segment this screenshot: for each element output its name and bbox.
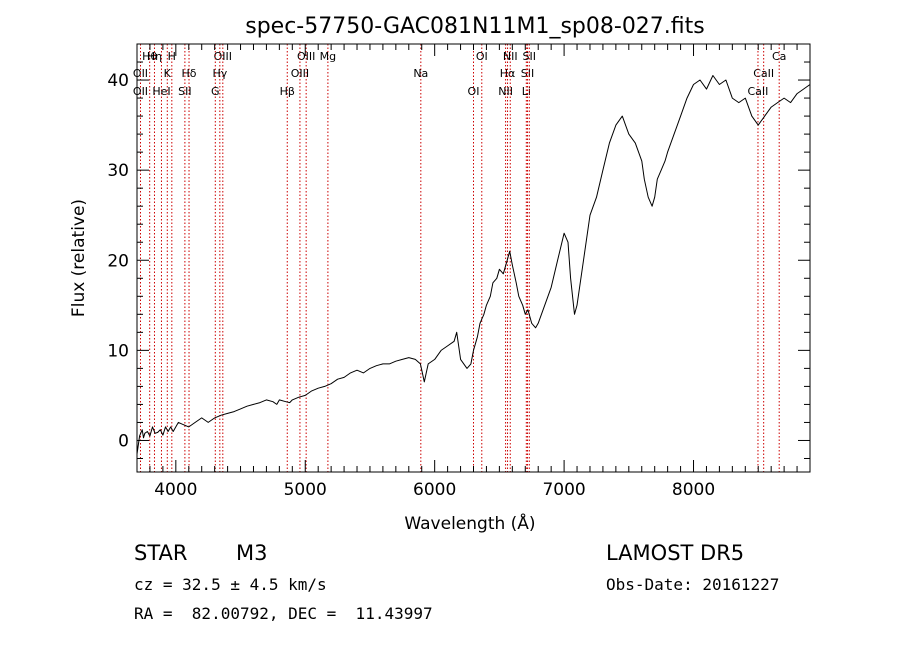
marker-label: HeI xyxy=(152,85,170,98)
marker-label: Hδ xyxy=(182,67,197,80)
axes: 4000 5000 6000 7000 8000 0 10 20 30 40 xyxy=(107,43,811,500)
marker-label: OI xyxy=(468,85,480,98)
marker-label: OIII xyxy=(214,50,232,63)
marker-label: Hγ xyxy=(212,67,227,80)
y-tick-label: 0 xyxy=(118,431,129,451)
y-axis-label: Flux (relative) xyxy=(69,199,89,317)
marker-label: Li xyxy=(522,85,531,98)
marker-label: Hβ xyxy=(280,85,295,98)
subclass-label: M3 xyxy=(236,541,268,565)
marker-label: NII xyxy=(498,85,513,98)
marker-label: NII xyxy=(503,50,518,63)
line-markers: HθOIIOIIHηKHeIHHδSIIOIIIHγGOIIIOIIIHβMgN… xyxy=(133,44,786,472)
x-tick-label: 4000 xyxy=(154,480,197,500)
marker-label: Hη xyxy=(147,50,162,63)
marker-label: Mg xyxy=(320,50,336,63)
marker-label: Na xyxy=(413,67,428,80)
chart-title: spec-57750-GAC081N11M1_sp08-027.fits xyxy=(245,14,705,39)
marker-label: OIII xyxy=(297,50,315,63)
class-label: STAR xyxy=(134,541,188,565)
spectrum-line xyxy=(136,75,811,455)
marker-label: H xyxy=(168,50,176,63)
marker-label: G xyxy=(211,85,220,98)
y-tick-label: 40 xyxy=(107,71,129,91)
x-tick-label: 6000 xyxy=(413,480,456,500)
series-layer xyxy=(136,75,811,455)
marker-label: OI xyxy=(476,50,488,63)
survey-label: LAMOST DR5 xyxy=(606,541,745,565)
x-tick-label: 5000 xyxy=(284,480,327,500)
marker-label: SII xyxy=(521,67,534,80)
marker-label: SII xyxy=(178,85,191,98)
y-tick-label: 20 xyxy=(107,251,129,271)
obs-date-text: Obs-Date: 20161227 xyxy=(606,575,780,594)
marker-label: Hα xyxy=(500,67,516,80)
marker-label: OII xyxy=(133,85,148,98)
coordinates-text: RA = 82.00792, DEC = 11.43997 xyxy=(134,604,433,623)
y-tick-label: 30 xyxy=(107,161,129,181)
y-tick-label: 10 xyxy=(107,341,129,361)
marker-label: SII xyxy=(523,50,536,63)
marker-label: CaII xyxy=(753,67,774,80)
x-tick-label: 7000 xyxy=(542,480,585,500)
marker-label: OIII xyxy=(291,67,309,80)
marker-label: CaII xyxy=(748,85,769,98)
marker-label: K xyxy=(164,67,172,80)
x-tick-label: 8000 xyxy=(672,480,715,500)
marker-label: Hθ xyxy=(142,50,157,63)
velocity-text: cz = 32.5 ± 4.5 km/s xyxy=(134,575,327,594)
marker-label: Ca xyxy=(772,50,786,63)
x-axis-label: Wavelength (Å) xyxy=(404,512,535,534)
